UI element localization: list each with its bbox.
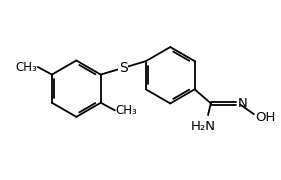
Text: CH₃: CH₃ [15, 60, 37, 74]
Text: H₂N: H₂N [191, 120, 216, 133]
Text: S: S [119, 61, 128, 75]
Text: N: N [237, 97, 247, 110]
Text: CH₃: CH₃ [115, 104, 137, 117]
Text: OH: OH [256, 111, 276, 124]
